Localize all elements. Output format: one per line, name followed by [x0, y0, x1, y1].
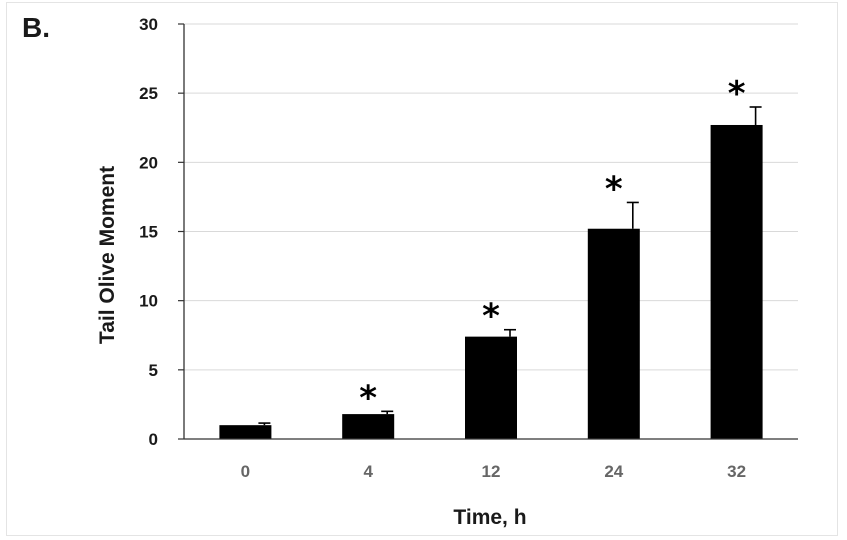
y-tick-labels: 0 5 10 15 20 25 30: [139, 15, 158, 449]
error-bars: [258, 106, 762, 426]
significance-markers: * * * *: [359, 74, 745, 418]
significance-star-12: *: [482, 297, 500, 337]
bar-0: [219, 425, 272, 439]
y-tick-label-15: 15: [139, 223, 158, 242]
y-tick-label-10: 10: [139, 292, 158, 311]
grid-lines: [184, 23, 798, 371]
y-tick-label-30: 30: [139, 15, 158, 34]
bar-32: [710, 124, 763, 439]
x-tick-label-0: 0: [241, 462, 250, 481]
bar-4: [342, 414, 395, 439]
panel-label: B.: [22, 12, 50, 43]
x-tick-labels: 0 4 12 24 32: [241, 462, 746, 481]
significance-star-32: *: [728, 74, 746, 114]
axes: [178, 23, 798, 440]
figure-frame: [6, 2, 838, 536]
significance-star-4: *: [359, 378, 377, 418]
bar-12: [465, 336, 517, 439]
y-tick-label-0: 0: [149, 430, 158, 449]
x-axis-title: Time, h: [453, 506, 526, 529]
y-tick-label-20: 20: [139, 153, 158, 172]
bar-24: [587, 228, 640, 439]
bars: [219, 124, 763, 439]
y-tick-label-25: 25: [139, 84, 158, 103]
y-tick-label-5: 5: [149, 361, 158, 380]
x-tick-label-12: 12: [482, 462, 501, 481]
x-tick-label-24: 24: [604, 462, 623, 481]
x-tick-label-4: 4: [363, 462, 373, 481]
y-axis-title: Tail Olive Moment: [96, 166, 119, 344]
significance-star-24: *: [605, 169, 623, 209]
x-tick-label-32: 32: [727, 462, 746, 481]
